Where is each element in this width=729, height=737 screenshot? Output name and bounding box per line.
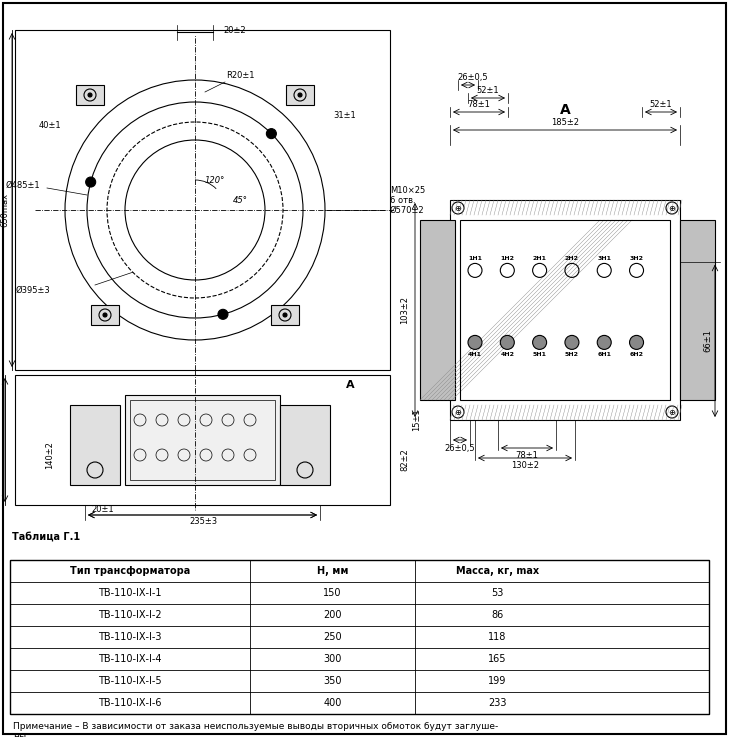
- Text: 400: 400: [324, 698, 342, 708]
- Text: 2Н2: 2Н2: [565, 256, 579, 261]
- Text: 5Н2: 5Н2: [565, 352, 579, 357]
- Bar: [680, 220, 715, 400]
- Text: 82±2: 82±2: [400, 449, 410, 472]
- Text: M10×25: M10×25: [390, 186, 425, 195]
- Bar: [10, 560, 709, 714]
- Text: 300: 300: [324, 654, 342, 664]
- Circle shape: [630, 335, 644, 349]
- Bar: [91, 305, 119, 325]
- Text: Ø485±1: Ø485±1: [5, 181, 40, 189]
- Text: 6Н2: 6Н2: [630, 352, 644, 357]
- Text: 1Н2: 1Н2: [500, 256, 514, 261]
- Text: R20±1: R20±1: [226, 71, 254, 80]
- Text: ⊕: ⊕: [454, 203, 461, 212]
- Text: Таблица Г.1: Таблица Г.1: [12, 532, 80, 542]
- Circle shape: [283, 313, 287, 317]
- Text: 6Н1: 6Н1: [597, 352, 611, 357]
- Text: ТВ-110-IХ-I-2: ТВ-110-IХ-I-2: [98, 610, 162, 620]
- Bar: [70, 405, 120, 485]
- Text: А: А: [560, 103, 570, 117]
- Text: 235±3: 235±3: [189, 517, 217, 526]
- Text: ⊕: ⊕: [668, 408, 676, 416]
- Circle shape: [468, 335, 482, 349]
- Circle shape: [565, 335, 579, 349]
- Circle shape: [533, 335, 547, 349]
- Text: Масса, кг, max: Масса, кг, max: [456, 566, 539, 576]
- Circle shape: [103, 313, 107, 317]
- Text: Примечание – В зависимости от заказа неиспользуемые выводы вторичных обмоток буд: Примечание – В зависимости от заказа неи…: [13, 722, 498, 737]
- Text: 5Н1: 5Н1: [533, 352, 547, 357]
- Bar: [15, 375, 390, 505]
- Text: 53: 53: [491, 588, 504, 598]
- Text: ТВ-110-IХ-I-6: ТВ-110-IХ-I-6: [98, 698, 162, 708]
- Text: ТВ-110-IХ-I-5: ТВ-110-IХ-I-5: [98, 676, 162, 686]
- Text: 26±0,5: 26±0,5: [458, 72, 488, 82]
- Text: 150: 150: [323, 588, 342, 598]
- Text: 20±1: 20±1: [92, 506, 114, 514]
- Text: 78±1: 78±1: [515, 450, 539, 459]
- Text: 199: 199: [488, 676, 507, 686]
- Text: A: A: [346, 380, 354, 390]
- Text: 6 отв.: 6 отв.: [390, 195, 416, 204]
- Text: 200: 200: [323, 610, 342, 620]
- Bar: [280, 405, 330, 485]
- Text: 4Н1: 4Н1: [468, 352, 482, 357]
- Text: 140±2: 140±2: [45, 441, 55, 469]
- Text: 66±1: 66±1: [703, 329, 712, 352]
- Text: Тип трансформатора: Тип трансформатора: [70, 566, 190, 576]
- Text: 86: 86: [491, 610, 504, 620]
- Text: 31±1: 31±1: [334, 111, 356, 119]
- Text: 120°: 120°: [205, 175, 225, 184]
- Bar: [130, 400, 275, 480]
- Text: ТВ-110-IХ-I-4: ТВ-110-IХ-I-4: [98, 654, 162, 664]
- Text: ТВ-110-IХ-I-3: ТВ-110-IХ-I-3: [98, 632, 162, 642]
- Circle shape: [500, 335, 514, 349]
- Circle shape: [266, 129, 276, 139]
- Text: 233: 233: [488, 698, 507, 708]
- Text: 15±1: 15±1: [413, 409, 421, 431]
- Bar: [450, 200, 680, 420]
- Text: 3Н2: 3Н2: [630, 256, 644, 261]
- Text: 103±2: 103±2: [400, 296, 410, 324]
- Text: 26±0,5: 26±0,5: [445, 444, 475, 453]
- Bar: [15, 30, 390, 370]
- Text: 52±1: 52±1: [650, 99, 672, 108]
- Text: 118: 118: [488, 632, 507, 642]
- Text: 4Н2: 4Н2: [500, 352, 514, 357]
- Bar: [460, 220, 670, 400]
- Text: ⊕: ⊕: [668, 203, 676, 212]
- Text: 2Н1: 2Н1: [533, 256, 547, 261]
- Text: 130±2: 130±2: [511, 461, 539, 469]
- Text: 350: 350: [323, 676, 342, 686]
- Text: 45°: 45°: [233, 195, 248, 204]
- Bar: [286, 85, 314, 105]
- Text: 1Н1: 1Н1: [468, 256, 482, 261]
- Text: 165: 165: [488, 654, 507, 664]
- Text: H±5: H±5: [0, 430, 1, 450]
- Bar: [420, 220, 455, 400]
- Text: 78±1: 78±1: [467, 99, 491, 108]
- Text: 20±2: 20±2: [224, 26, 246, 35]
- Text: ТВ-110-IХ-I-1: ТВ-110-IХ-I-1: [98, 588, 162, 598]
- Text: 40±1: 40±1: [39, 121, 61, 130]
- Text: Ø570±2: Ø570±2: [390, 206, 424, 214]
- Circle shape: [218, 310, 228, 319]
- Bar: [271, 305, 299, 325]
- Text: 250: 250: [323, 632, 342, 642]
- Text: ⊕: ⊕: [454, 408, 461, 416]
- Circle shape: [597, 335, 611, 349]
- Text: Н, мм: Н, мм: [316, 566, 348, 576]
- Text: 185±2: 185±2: [551, 117, 579, 127]
- Text: Ø395±3: Ø395±3: [15, 285, 50, 295]
- Text: 3Н1: 3Н1: [597, 256, 611, 261]
- Circle shape: [298, 93, 302, 97]
- Text: 650max: 650max: [1, 193, 9, 227]
- Text: 52±1: 52±1: [477, 85, 499, 94]
- Circle shape: [88, 93, 92, 97]
- Bar: [76, 85, 104, 105]
- Circle shape: [86, 177, 95, 187]
- Bar: [125, 395, 280, 485]
